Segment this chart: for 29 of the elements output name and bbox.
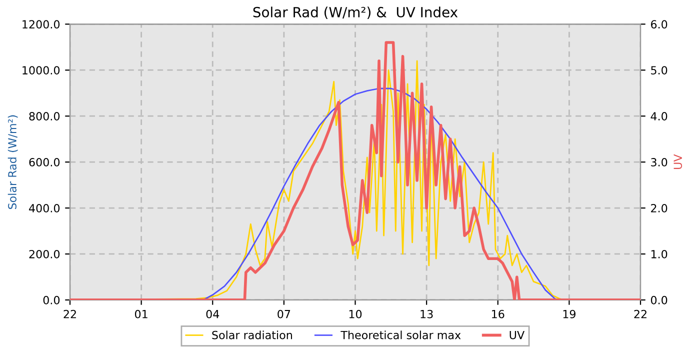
legend-label: Theoretical solar max [340, 330, 461, 340]
y-tick-label: 600.0 [29, 158, 60, 166]
y2-tick-label: 0.0 [650, 296, 668, 304]
x-tick-label: 22 [64, 310, 76, 318]
x-tick-label: 07 [278, 310, 290, 318]
y2-tick-label: 5.0 [651, 66, 668, 74]
legend-label: Solar radiation [212, 330, 292, 340]
x-tick-label: 10 [349, 310, 362, 318]
legend-label: UV [510, 330, 524, 340]
x-tick-label: 13 [420, 310, 433, 318]
y2-tick-label: 6.0 [651, 20, 668, 29]
y-tick-label: 0.0 [43, 296, 60, 304]
x-tick-label: 04 [206, 310, 220, 318]
y2-tick-label: 2.0 [651, 204, 668, 212]
y2-tick-label: 1.0 [651, 250, 668, 258]
y-tick-label: 1200.0 [22, 20, 60, 29]
y2-axis-title: UV [674, 154, 682, 169]
x-tick-label: 22 [634, 310, 646, 318]
x-tick-label: 16 [492, 310, 504, 318]
y2-tick-label: 3.0 [651, 158, 668, 166]
y2-tick-label: 4.0 [650, 112, 668, 120]
y-axis-title: Solar Rad (W/m²) [8, 115, 18, 210]
chart-title: Solar Rad (W/m²) & UV Index [253, 6, 458, 20]
x-tick-label: 01 [134, 310, 148, 318]
y-tick-label: 1000.0 [22, 66, 60, 74]
x-tick-label: 19 [563, 310, 576, 318]
y-tick-label: 800.0 [29, 112, 60, 120]
y-tick-label: 200.0 [29, 250, 60, 258]
y-tick-label: 400.0 [29, 204, 60, 212]
